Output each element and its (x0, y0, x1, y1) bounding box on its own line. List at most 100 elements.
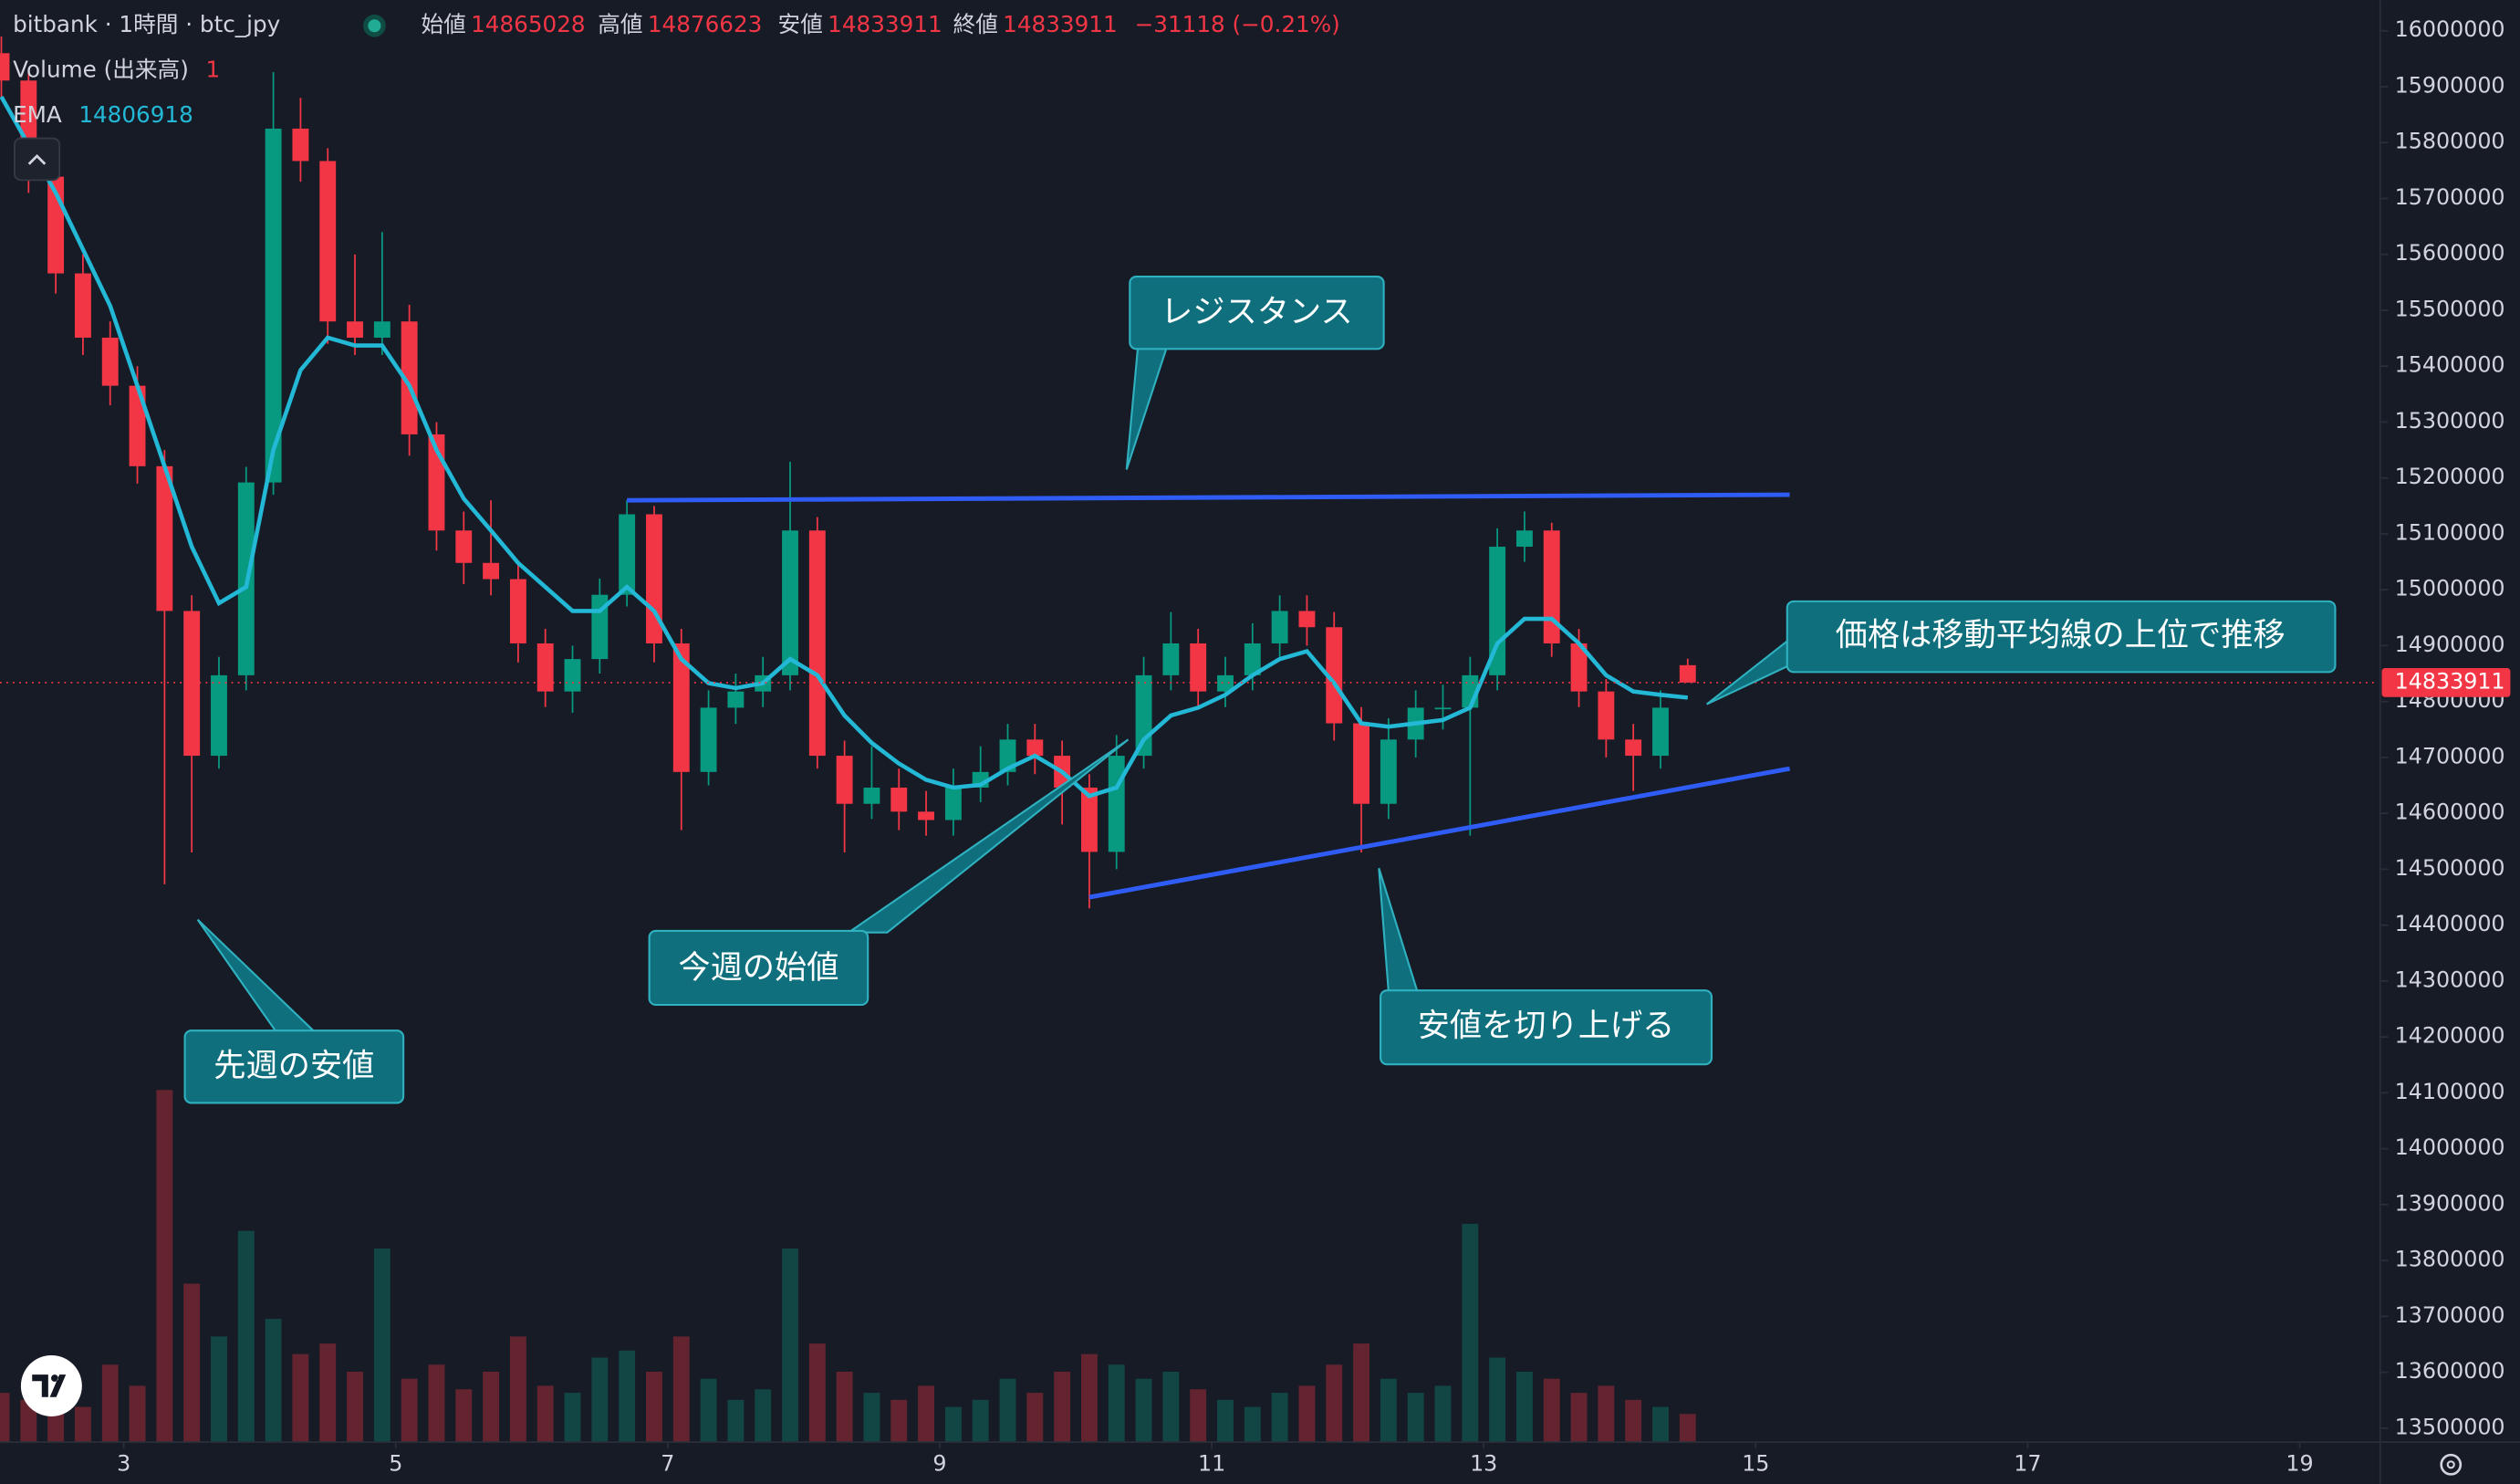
x-tick-label: 5 (389, 1450, 402, 1476)
callout: 価格は移動平均線の上位で推移 (1706, 600, 2337, 705)
candle-body (1298, 611, 1316, 628)
plot (0, 36, 2379, 1443)
candle-body (836, 756, 853, 804)
symbol-title: bitbank · 1時間 · btc_jpy (13, 11, 280, 37)
indicator-label: EMA (13, 101, 62, 128)
y-tick-label: 14100000 (2395, 1079, 2505, 1104)
x-tick-label: 9 (932, 1450, 946, 1476)
volume-bar (156, 1090, 173, 1443)
volume-bar (1271, 1393, 1288, 1443)
candle-body (129, 385, 146, 466)
candle-body (509, 579, 526, 643)
callout: 安値を切り上げる (1378, 867, 1713, 1066)
candle-body (1625, 739, 1642, 757)
x-tick-label: 3 (117, 1450, 130, 1476)
candle-body (483, 562, 500, 580)
volume-bar (292, 1353, 309, 1443)
volume-bar (1489, 1357, 1506, 1443)
volume-bar (237, 1230, 255, 1443)
candle-body (1652, 707, 1669, 757)
volume-bar (1162, 1371, 1180, 1443)
volume-bar (700, 1378, 717, 1443)
volume-bar (619, 1350, 636, 1443)
ohlc-label: 安値 (778, 11, 823, 37)
y-tick-label: 14900000 (2395, 632, 2505, 657)
candle-body (183, 611, 201, 757)
candle-body (1598, 691, 1615, 740)
ohlc-label: 高値 (598, 11, 642, 37)
tradingview-logo[interactable] (20, 1355, 82, 1416)
candle-body (564, 659, 581, 692)
candle-body (944, 787, 962, 820)
volume-bar (1543, 1378, 1560, 1443)
volume-bar (1108, 1364, 1125, 1443)
volume-bar (347, 1371, 363, 1443)
volume-bar (1652, 1406, 1669, 1443)
volume-bar (1407, 1393, 1424, 1443)
volume-bar (646, 1371, 662, 1443)
volume-bar (211, 1336, 227, 1443)
y-tick-label: 14700000 (2395, 743, 2505, 768)
y-tick-label: 14500000 (2395, 855, 2505, 881)
y-tick-label: 15100000 (2395, 519, 2505, 545)
candle-body (918, 811, 935, 820)
candle-body (1326, 627, 1343, 724)
candle-body (1190, 643, 1207, 692)
indicator-value: 14806918 (78, 101, 193, 128)
callout-text: 今週の始値 (678, 949, 838, 987)
candle-body (455, 530, 473, 563)
volume-bar (509, 1336, 526, 1443)
volume-bar (1054, 1371, 1071, 1443)
ohlc-value: 14876623 (648, 11, 763, 37)
callout-text: 安値を切り上げる (1418, 1008, 1675, 1045)
candle-body (863, 787, 880, 804)
y-tick-label: 15000000 (2395, 576, 2505, 601)
volume-bar (1244, 1406, 1261, 1443)
candle-body (1108, 756, 1125, 852)
volume-bar (1026, 1393, 1044, 1443)
callout: 先週の安値 (183, 918, 405, 1104)
candle-body (347, 321, 363, 338)
candle-body (999, 739, 1016, 772)
volume-bar (999, 1378, 1016, 1443)
volume-bar (1570, 1393, 1588, 1443)
callout: レジスタンス (1125, 275, 1385, 470)
volume-bar (1353, 1343, 1369, 1443)
candle-body (782, 530, 798, 675)
volume-bar (1326, 1364, 1343, 1443)
y-tick-label: 15300000 (2395, 408, 2505, 434)
candle-body (1217, 674, 1234, 692)
callout-text: レジスタンス (1161, 294, 1353, 331)
volume-bar (1135, 1378, 1152, 1443)
candle-body (156, 465, 173, 611)
trend-line (1088, 766, 1791, 900)
candle-body (646, 514, 662, 643)
volume-bar (944, 1406, 962, 1443)
candle-body (74, 273, 91, 338)
volume-bar (1298, 1385, 1316, 1443)
indicator-value: 1 (205, 57, 220, 83)
y-tick-label: 15400000 (2395, 352, 2505, 378)
volume-bar (1598, 1385, 1615, 1443)
settings-button[interactable] (2440, 1453, 2463, 1476)
candle-body (536, 643, 554, 692)
x-tick-label: 17 (2014, 1450, 2041, 1476)
callout-text: 価格は移動平均線の上位で推移 (1836, 617, 2286, 654)
callout-text: 先週の安値 (213, 1048, 374, 1085)
trend-line (627, 492, 1790, 503)
y-tick-label: 15600000 (2395, 240, 2505, 266)
candle-body (401, 321, 418, 434)
candle-body (1515, 530, 1533, 548)
y-tick-label: 14400000 (2395, 911, 2505, 936)
candle-body (672, 643, 690, 772)
collapse-button[interactable] (13, 137, 61, 182)
ema-line (0, 95, 1689, 799)
candle-body (319, 161, 337, 322)
volume-bar (782, 1248, 798, 1443)
candle-body (808, 530, 826, 757)
volume-bar (1380, 1378, 1397, 1443)
candle-body (1489, 547, 1506, 675)
candle-body (373, 321, 390, 338)
